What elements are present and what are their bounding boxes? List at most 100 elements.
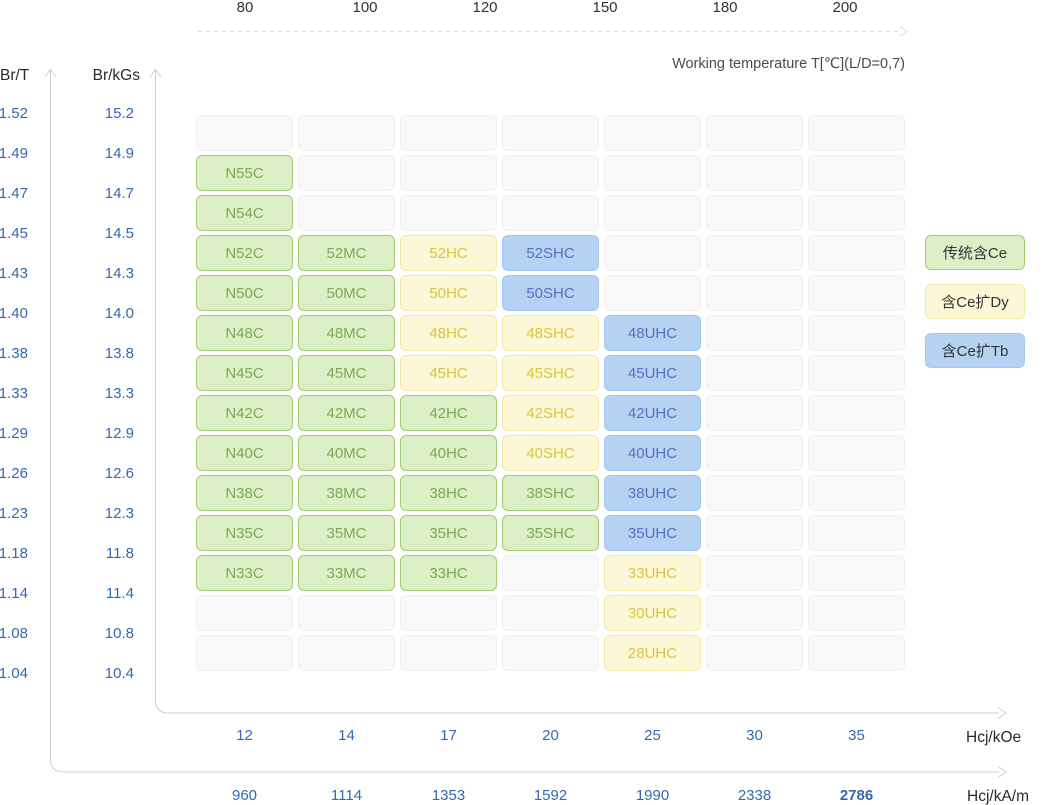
legend-item-green: 传统含Ce [925,235,1025,270]
grade-cell-35shc[interactable]: 35SHC [502,515,599,551]
grid-cell-empty [400,595,497,631]
temperature-tick: 100 [352,0,378,16]
grid-cell-empty [604,155,701,191]
grid-cell-empty [196,115,293,151]
br-kgs-tick: 10.4 [104,665,134,682]
grade-cell-35hc[interactable]: 35HC [400,515,497,551]
hcj-kam-tick: 1353 [431,787,466,804]
hcj-kam-tick: 2338 [737,787,772,804]
grade-cell-n50c[interactable]: N50C [196,275,293,311]
grade-cell-28uhc[interactable]: 28UHC [604,635,701,671]
grade-cell-50shc[interactable]: 50SHC [502,275,599,311]
grid-cell-empty [808,315,905,351]
grid-cell-empty [808,235,905,271]
hcj-kam-axis-label: Hcj/kA/m [967,788,1029,805]
grade-cell-n33c[interactable]: N33C [196,555,293,591]
br-kgs-tick: 13.8 [104,345,134,362]
hcj-koe-tick: 12 [236,727,253,744]
grade-cell-n40c[interactable]: N40C [196,435,293,471]
grade-cell-48mc[interactable]: 48MC [298,315,395,351]
grade-cell-33mc[interactable]: 33MC [298,555,395,591]
grid-cell-empty [604,195,701,231]
temperature-tick: 120 [472,0,498,16]
br-kgs-tick: 12.6 [104,465,134,482]
br-kgs-tick: 13.3 [104,385,134,402]
br-kgs-axis-arrow-icon [149,68,162,78]
grade-cell-n48c[interactable]: N48C [196,315,293,351]
grid-cell-empty [808,275,905,311]
br-t-tick: 1.49 [0,145,28,162]
grade-cell-38mc[interactable]: 38MC [298,475,395,511]
grade-cell-n54c[interactable]: N54C [196,195,293,231]
grid-cell-empty [808,475,905,511]
grade-cell-40hc[interactable]: 40HC [400,435,497,471]
grade-cell-52hc[interactable]: 52HC [400,235,497,271]
grade-cell-30uhc[interactable]: 30UHC [604,595,701,631]
br-t-tick: 1.33 [0,385,28,402]
hcj-koe-axis-arrow-icon [997,707,1007,719]
grade-cell-38uhc[interactable]: 38UHC [604,475,701,511]
br-t-tick: 1.45 [0,225,28,242]
grade-cell-48uhc[interactable]: 48UHC [604,315,701,351]
grid-cell-empty [808,395,905,431]
grade-cell-50mc[interactable]: 50MC [298,275,395,311]
grade-cell-n38c[interactable]: N38C [196,475,293,511]
grade-cell-33uhc[interactable]: 33UHC [604,555,701,591]
grade-cell-45uhc[interactable]: 45UHC [604,355,701,391]
grade-cell-48hc[interactable]: 48HC [400,315,497,351]
hcj-koe-tick: 14 [338,727,355,744]
br-t-tick: 1.23 [0,505,28,522]
grade-cell-33hc[interactable]: 33HC [400,555,497,591]
grade-cell-52mc[interactable]: 52MC [298,235,395,271]
grade-cell-48shc[interactable]: 48SHC [502,315,599,351]
grade-cell-40mc[interactable]: 40MC [298,435,395,471]
grid-cell-empty [808,355,905,391]
grade-cell-n45c[interactable]: N45C [196,355,293,391]
grade-cell-40uhc[interactable]: 40UHC [604,435,701,471]
grade-cell-50hc[interactable]: 50HC [400,275,497,311]
grade-cell-n55c[interactable]: N55C [196,155,293,191]
grade-cell-n42c[interactable]: N42C [196,395,293,431]
legend-item-blue: 含Ce扩Tb [925,333,1025,368]
grade-cell-n52c[interactable]: N52C [196,235,293,271]
grade-cell-n35c[interactable]: N35C [196,515,293,551]
grade-cell-42mc[interactable]: 42MC [298,395,395,431]
grade-cell-42uhc[interactable]: 42UHC [604,395,701,431]
hcj-kam-tick: 960 [231,787,258,804]
grid-cell-empty [502,635,599,671]
br-kgs-tick: 14.9 [104,145,134,162]
hcj-koe-axis-label: Hcj/kOe [966,729,1022,746]
grid-cell-empty [706,475,803,511]
grid-cell-empty [502,595,599,631]
grid-cell-empty [400,115,497,151]
grid-cell-empty [706,235,803,271]
grid-cell-empty [604,275,701,311]
grade-cell-40shc[interactable]: 40SHC [502,435,599,471]
grid-cell-empty [808,555,905,591]
legend-item-yellow: 含Ce扩Dy [925,284,1025,319]
temperature-tick: 150 [592,0,618,16]
br-t-tick: 1.04 [0,665,28,682]
grade-cell-35mc[interactable]: 35MC [298,515,395,551]
grade-cell-38hc[interactable]: 38HC [400,475,497,511]
grid-cell-empty [298,155,395,191]
grade-cell-45shc[interactable]: 45SHC [502,355,599,391]
grade-cell-42shc[interactable]: 42SHC [502,395,599,431]
br-kgs-tick: 11.4 [105,585,134,602]
grid-cell-empty [706,195,803,231]
grade-cell-45hc[interactable]: 45HC [400,355,497,391]
grid-cell-empty [502,115,599,151]
grade-cell-52shc[interactable]: 52SHC [502,235,599,271]
grade-cell-45mc[interactable]: 45MC [298,355,395,391]
br-kgs-axis-label: Br/kGs [92,67,140,84]
br-t-tick: 1.14 [0,585,28,602]
temperature-tick: 200 [832,0,858,16]
grade-cell-42hc[interactable]: 42HC [400,395,497,431]
grid-cell-empty [502,155,599,191]
grid-cell-empty [196,635,293,671]
grid-cell-empty [808,595,905,631]
grid-cell-empty [502,195,599,231]
grade-cell-38shc[interactable]: 38SHC [502,475,599,511]
grade-cell-35uhc[interactable]: 35UHC [604,515,701,551]
br-t-tick: 1.26 [0,465,28,482]
